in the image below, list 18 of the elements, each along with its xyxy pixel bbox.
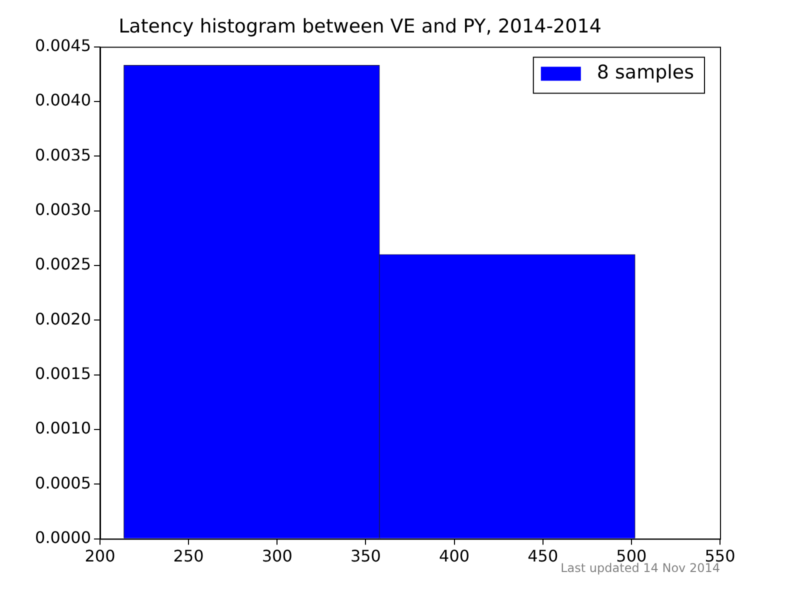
y-tick-label: 0.0030 (35, 200, 91, 219)
y-tick-label: 0.0015 (35, 364, 91, 383)
y-tick-label: 0.0035 (35, 145, 91, 164)
chart-title: Latency histogram between VE and PY, 2014-2014 (118, 15, 602, 38)
x-tick-label: 450 (528, 546, 558, 566)
y-tick-label: 0.0000 (35, 528, 91, 547)
y-tick-label: 0.0025 (35, 254, 91, 274)
x-tick-label: 350 (350, 546, 381, 566)
x-tick-label: 200 (84, 546, 116, 566)
y-tick-label: 0.0040 (35, 90, 91, 110)
y-tick-label: 0.0045 (35, 36, 91, 55)
x-tick-label: 400 (439, 546, 470, 566)
y-tick-label: 0.0020 (35, 309, 91, 328)
y-tick-label: 0.0005 (35, 473, 91, 492)
y-tick-label: 0.0010 (35, 418, 91, 438)
legend-label: 8 samples (596, 62, 694, 84)
x-tick-label: 300 (262, 546, 292, 566)
x-tick-label: 250 (173, 546, 204, 566)
